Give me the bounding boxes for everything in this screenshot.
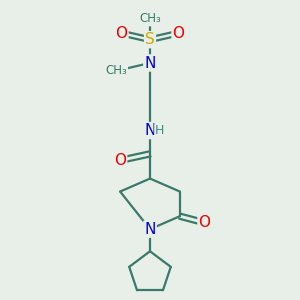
Text: O: O xyxy=(172,26,184,41)
Text: N: N xyxy=(144,123,156,138)
Text: H: H xyxy=(155,124,165,137)
Text: CH₃: CH₃ xyxy=(105,64,127,77)
Text: O: O xyxy=(199,215,211,230)
Text: CH₃: CH₃ xyxy=(139,12,161,26)
Text: S: S xyxy=(145,32,155,47)
Text: N: N xyxy=(144,222,156,237)
Text: O: O xyxy=(116,26,128,41)
Text: O: O xyxy=(114,153,126,168)
Text: N: N xyxy=(144,56,156,70)
